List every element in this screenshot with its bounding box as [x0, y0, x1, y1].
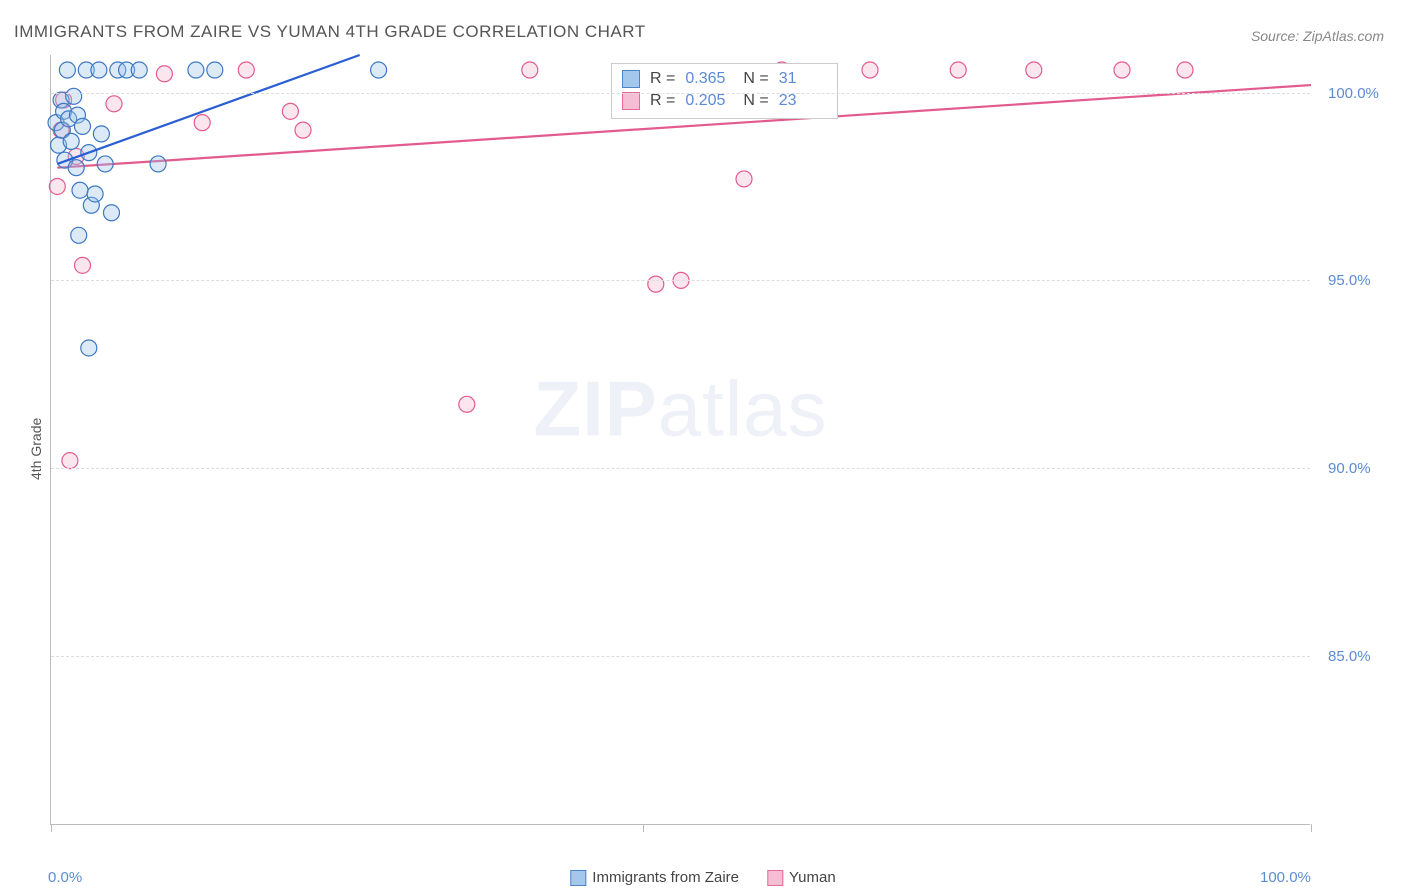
scatter-point [59, 62, 75, 78]
scatter-point [68, 160, 84, 176]
scatter-point [1177, 62, 1193, 78]
scatter-point [97, 156, 113, 172]
stat-n-label: N = [743, 70, 768, 88]
plot-area: ZIPatlas R = 0.365 N = 31 R = 0.205 N = … [50, 55, 1310, 825]
y-tick-label: 95.0% [1328, 272, 1371, 289]
scatter-point [49, 178, 65, 194]
scatter-point [188, 62, 204, 78]
x-tick [1311, 824, 1312, 832]
stat-r-label: R = [650, 92, 675, 110]
series2-n-value: 23 [779, 92, 827, 110]
scatter-point [75, 118, 91, 134]
stats-legend-box: R = 0.365 N = 31 R = 0.205 N = 23 [611, 63, 838, 119]
legend-label-series2: Yuman [789, 869, 836, 886]
y-tick-label: 85.0% [1328, 648, 1371, 665]
scatter-point [648, 276, 664, 292]
x-tick [51, 824, 52, 832]
scatter-point [1026, 62, 1042, 78]
scatter-point [150, 156, 166, 172]
scatter-point [950, 62, 966, 78]
x-tick-label: 0.0% [48, 869, 82, 886]
scatter-point [862, 62, 878, 78]
scatter-point [62, 453, 78, 469]
series1-n-value: 31 [779, 70, 827, 88]
scatter-point [207, 62, 223, 78]
y-axis-label: 4th Grade [28, 418, 44, 480]
scatter-point [63, 133, 79, 149]
series2-swatch-icon [767, 870, 783, 886]
scatter-point [282, 103, 298, 119]
legend-item-series1: Immigrants from Zaire [570, 869, 739, 886]
scatter-point [93, 126, 109, 142]
series1-swatch-icon [570, 870, 586, 886]
scatter-point [295, 122, 311, 138]
y-tick-label: 100.0% [1328, 85, 1379, 102]
scatter-point [81, 340, 97, 356]
scatter-point [87, 186, 103, 202]
x-tick-label: 100.0% [1260, 869, 1311, 886]
series2-r-value: 0.205 [685, 92, 733, 110]
legend-item-series2: Yuman [767, 869, 836, 886]
stats-row-series1: R = 0.365 N = 31 [622, 68, 827, 90]
series2-swatch [622, 92, 640, 110]
bottom-legend: Immigrants from Zaire Yuman [570, 869, 835, 886]
chart-source: Source: ZipAtlas.com [1251, 28, 1384, 44]
y-tick-label: 90.0% [1328, 460, 1371, 477]
scatter-point [371, 62, 387, 78]
scatter-point [106, 96, 122, 112]
scatter-point [72, 182, 88, 198]
series1-swatch [622, 70, 640, 88]
scatter-point [103, 205, 119, 221]
scatter-point [91, 62, 107, 78]
gridline [51, 656, 1310, 657]
scatter-point [156, 66, 172, 82]
scatter-point [238, 62, 254, 78]
stat-n-label: N = [743, 92, 768, 110]
scatter-point [1114, 62, 1130, 78]
gridline [51, 468, 1310, 469]
gridline [51, 93, 1310, 94]
scatter-point [459, 396, 475, 412]
scatter-point [522, 62, 538, 78]
series1-r-value: 0.365 [685, 70, 733, 88]
chart-title: IMMIGRANTS FROM ZAIRE VS YUMAN 4TH GRADE… [14, 22, 646, 42]
scatter-point [71, 227, 87, 243]
scatter-point [131, 62, 147, 78]
scatter-point [75, 257, 91, 273]
scatter-point [736, 171, 752, 187]
legend-label-series1: Immigrants from Zaire [592, 869, 739, 886]
scatter-svg [51, 55, 1310, 824]
gridline [51, 280, 1310, 281]
x-tick [643, 824, 644, 832]
stat-r-label: R = [650, 70, 675, 88]
scatter-point [66, 88, 82, 104]
scatter-point [194, 115, 210, 131]
